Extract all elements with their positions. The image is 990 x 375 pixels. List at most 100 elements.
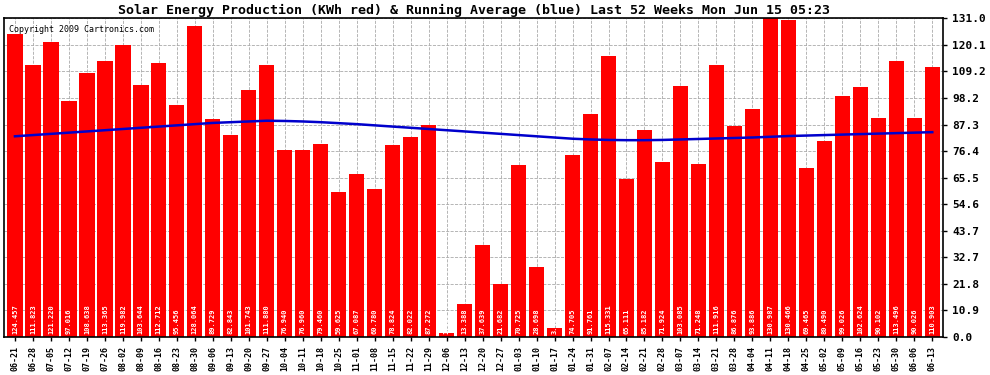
Bar <box>546 328 562 337</box>
Bar <box>295 150 311 337</box>
Text: 37.639: 37.639 <box>479 309 486 334</box>
Bar <box>331 192 346 337</box>
Bar <box>709 65 724 337</box>
Text: 65.111: 65.111 <box>624 309 630 334</box>
Text: 95.456: 95.456 <box>174 309 180 334</box>
Bar <box>187 26 203 337</box>
Bar <box>169 105 184 337</box>
Text: 103.644: 103.644 <box>138 304 144 334</box>
Bar <box>619 178 635 337</box>
Text: 80.490: 80.490 <box>822 309 828 334</box>
Text: 86.876: 86.876 <box>732 309 738 334</box>
Text: 60.780: 60.780 <box>371 309 378 334</box>
Text: 85.182: 85.182 <box>642 309 647 334</box>
Text: 113.365: 113.365 <box>102 304 108 334</box>
Bar <box>637 130 652 337</box>
Bar <box>817 141 832 337</box>
Text: 59.625: 59.625 <box>336 309 342 334</box>
Text: 67.087: 67.087 <box>353 309 359 334</box>
Bar <box>799 168 814 337</box>
Text: 110.903: 110.903 <box>930 304 936 334</box>
Bar <box>781 20 796 337</box>
Text: 111.823: 111.823 <box>30 304 36 334</box>
Text: 108.638: 108.638 <box>84 304 90 334</box>
Text: 90.102: 90.102 <box>875 309 881 334</box>
Text: 89.729: 89.729 <box>210 309 216 334</box>
Bar <box>277 150 292 337</box>
Bar <box>349 174 364 337</box>
Text: 103.085: 103.085 <box>677 304 683 334</box>
Text: 102.624: 102.624 <box>857 304 863 334</box>
Text: 13.388: 13.388 <box>461 309 467 334</box>
Text: 71.924: 71.924 <box>659 309 665 334</box>
Bar <box>439 333 454 337</box>
Text: 28.698: 28.698 <box>534 309 540 334</box>
Text: 78.824: 78.824 <box>390 309 396 334</box>
Text: 76.960: 76.960 <box>300 309 306 334</box>
Bar <box>762 18 778 337</box>
Text: 130.466: 130.466 <box>785 304 791 334</box>
Bar <box>457 304 472 337</box>
Bar <box>583 114 598 337</box>
Bar <box>889 61 904 337</box>
Text: 115.331: 115.331 <box>606 304 612 334</box>
Bar <box>673 86 688 337</box>
Text: 82.843: 82.843 <box>228 309 234 334</box>
Text: 87.272: 87.272 <box>426 309 432 334</box>
Bar <box>493 284 508 337</box>
Text: 112.712: 112.712 <box>155 304 161 334</box>
Text: 1.650: 1.650 <box>444 313 449 334</box>
Bar <box>44 42 58 337</box>
Bar <box>367 189 382 337</box>
Text: 128.064: 128.064 <box>192 304 198 334</box>
Bar <box>852 87 868 337</box>
Text: 130.987: 130.987 <box>767 304 773 334</box>
Bar <box>403 138 419 337</box>
Bar <box>744 109 760 337</box>
Text: 121.220: 121.220 <box>48 304 53 334</box>
Bar <box>475 245 490 337</box>
Bar <box>205 119 221 337</box>
Title: Solar Energy Production (KWh red) & Running Average (blue) Last 52 Weeks Mon Jun: Solar Energy Production (KWh red) & Runn… <box>118 4 830 17</box>
Bar <box>907 118 922 337</box>
Text: 82.022: 82.022 <box>408 309 414 334</box>
Text: 69.465: 69.465 <box>803 309 810 334</box>
Text: 97.016: 97.016 <box>66 309 72 334</box>
Text: 111.916: 111.916 <box>714 304 720 334</box>
Bar <box>7 34 23 337</box>
Text: 71.248: 71.248 <box>695 309 702 334</box>
Bar <box>421 125 437 337</box>
Text: 99.026: 99.026 <box>840 309 845 334</box>
Text: 3.450: 3.450 <box>551 313 557 334</box>
Text: 76.940: 76.940 <box>282 309 288 334</box>
Bar <box>115 45 131 337</box>
Bar <box>691 164 706 337</box>
Bar <box>313 144 329 337</box>
Text: 21.682: 21.682 <box>498 309 504 334</box>
Bar <box>835 96 850 337</box>
Text: Copyright 2009 Cartronics.com: Copyright 2009 Cartronics.com <box>9 25 153 34</box>
Bar <box>385 145 400 337</box>
Bar <box>870 118 886 337</box>
Bar <box>134 85 148 337</box>
Text: 119.982: 119.982 <box>120 304 126 334</box>
Bar <box>79 73 95 337</box>
Bar <box>61 101 76 337</box>
Bar <box>511 165 527 337</box>
Text: 113.496: 113.496 <box>893 304 899 334</box>
Bar <box>97 61 113 337</box>
Bar <box>223 135 239 337</box>
Text: 70.725: 70.725 <box>516 309 522 334</box>
Text: 101.743: 101.743 <box>246 304 251 334</box>
Bar <box>565 155 580 337</box>
Text: 74.705: 74.705 <box>569 309 575 334</box>
Text: 79.460: 79.460 <box>318 309 324 334</box>
Bar <box>925 67 940 337</box>
Bar <box>242 90 256 337</box>
Text: 91.761: 91.761 <box>587 309 594 334</box>
Text: 93.886: 93.886 <box>749 309 755 334</box>
Bar <box>151 63 166 337</box>
Bar <box>529 267 545 337</box>
Bar <box>727 126 742 337</box>
Text: 111.880: 111.880 <box>263 304 269 334</box>
